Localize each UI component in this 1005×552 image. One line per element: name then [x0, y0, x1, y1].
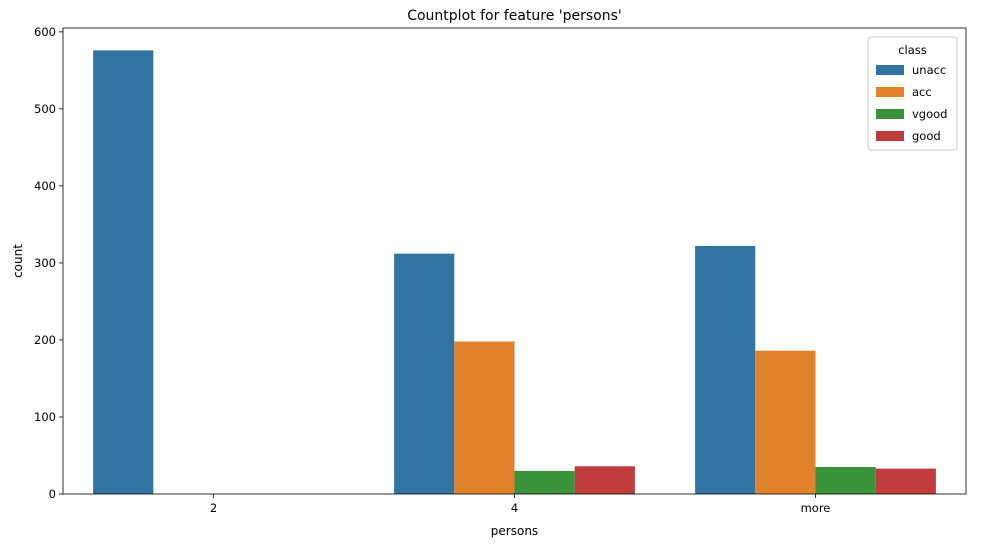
y-tick-label-100: 100 [34, 410, 56, 424]
x-tick-label-2: 2 [210, 501, 217, 515]
y-tick-label-400: 400 [34, 179, 56, 193]
bars-group [93, 50, 936, 494]
legend-label-vgood: vgood [912, 107, 947, 121]
bar-good-4 [574, 466, 635, 494]
legend-title: class [898, 43, 927, 57]
legend-items: unacc acc vgood good [876, 63, 947, 143]
legend-swatch-acc [876, 87, 904, 97]
bar-good-more [875, 468, 936, 494]
chart-title: Countplot for feature 'persons' [407, 8, 622, 24]
legend-label-unacc: unacc [912, 63, 946, 77]
y-tick-label-300: 300 [34, 256, 56, 270]
bar-vgood-4 [514, 470, 575, 494]
x-tick-label-more: more [801, 501, 831, 515]
x-tick-label-4: 4 [511, 501, 518, 515]
bar-acc-4 [454, 341, 515, 494]
y-tick-label-600: 600 [34, 25, 56, 39]
legend-swatch-good [876, 131, 904, 141]
bar-unacc-more [695, 245, 756, 494]
bar-acc-more [755, 350, 816, 494]
bar-unacc-4 [394, 253, 455, 494]
legend-label-good: good [912, 129, 941, 143]
legend: class unacc acc vgood good [867, 36, 958, 151]
y-tick-label-200: 200 [34, 333, 56, 347]
y-tick-label-500: 500 [34, 102, 56, 116]
bar-vgood-more [815, 467, 876, 494]
bar-unacc-2 [93, 50, 154, 494]
legend-label-acc: acc [912, 85, 932, 99]
y-axis-label: count [11, 244, 25, 278]
x-axis-label: persons [491, 524, 538, 538]
y-tick-label-0: 0 [49, 487, 56, 501]
legend-swatch-unacc [876, 65, 904, 75]
axes-group: 0 100 200 300 400 500 600 2 4 more [34, 25, 967, 515]
legend-swatch-vgood [876, 109, 904, 119]
